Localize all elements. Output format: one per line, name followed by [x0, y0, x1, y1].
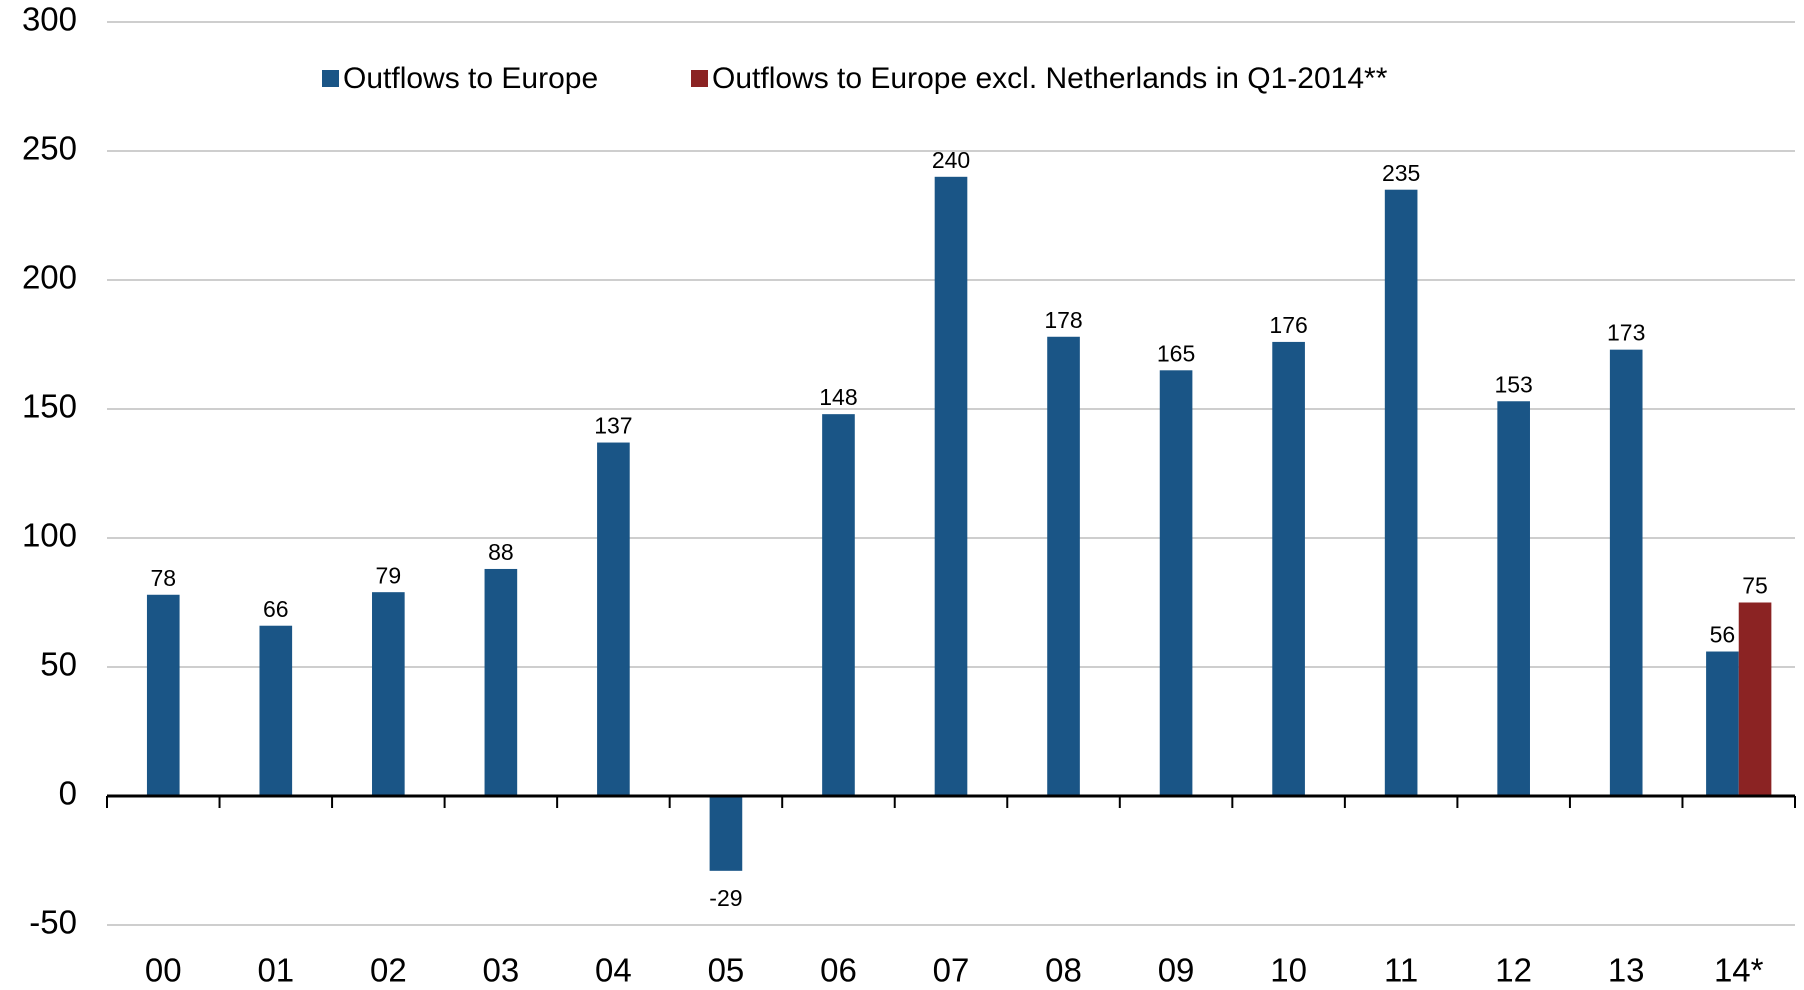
y-tick-label: 50 [40, 646, 77, 683]
x-tick-label: 05 [708, 952, 745, 989]
bar [259, 625, 293, 796]
bar [597, 442, 630, 796]
value-label: 240 [932, 147, 970, 173]
value-label: 165 [1157, 340, 1195, 366]
bar [1159, 370, 1193, 796]
bar [822, 414, 855, 796]
value-label: 173 [1607, 320, 1645, 346]
x-tick-label: 12 [1495, 952, 1532, 989]
value-label: 178 [1044, 307, 1082, 333]
x-tick-label: 06 [820, 952, 857, 989]
legend-swatch [691, 70, 708, 87]
bar [372, 592, 405, 796]
bar [934, 176, 968, 797]
y-tick-label: 100 [22, 517, 77, 554]
x-tick-label: 04 [595, 952, 632, 989]
value-label: 148 [819, 384, 857, 410]
value-label: 137 [594, 413, 632, 439]
bar [1047, 336, 1080, 796]
value-label: 66 [263, 596, 289, 622]
bar [146, 594, 180, 796]
bar [484, 568, 518, 796]
value-label: 78 [150, 565, 176, 591]
value-label: 153 [1494, 371, 1532, 397]
y-tick-label: 200 [22, 259, 77, 296]
legend-label: Outflows to Europe excl. Netherlands in … [712, 62, 1388, 95]
legend-label: Outflows to Europe [343, 62, 598, 95]
x-tick-label: 10 [1270, 952, 1307, 989]
bar [1384, 189, 1418, 796]
y-tick-label: 300 [22, 1, 77, 38]
bar [1497, 401, 1530, 796]
bar [709, 796, 743, 871]
x-tick-label: 07 [933, 952, 970, 989]
x-tick-label: 09 [1158, 952, 1195, 989]
value-label: 176 [1269, 312, 1307, 338]
value-label: -29 [709, 885, 742, 911]
x-tick-label: 00 [145, 952, 182, 989]
x-tick-label: 13 [1608, 952, 1645, 989]
value-label: 75 [1742, 573, 1768, 599]
bar [1272, 341, 1305, 796]
x-tick-label: 08 [1045, 952, 1082, 989]
bar [1738, 602, 1772, 796]
value-label: 56 [1710, 622, 1736, 648]
value-label: 235 [1382, 160, 1420, 186]
x-tick-label: 01 [257, 952, 294, 989]
x-tick-label: 11 [1384, 952, 1418, 989]
value-label: 79 [376, 562, 402, 588]
y-tick-label: 250 [22, 130, 77, 167]
y-tick-label: 0 [59, 775, 77, 812]
x-tick-label: 03 [483, 952, 520, 989]
bar [1706, 651, 1739, 796]
value-label: 88 [488, 539, 514, 565]
bar [1609, 349, 1643, 796]
y-tick-label: -50 [29, 904, 77, 941]
y-tick-label: 150 [22, 388, 77, 425]
legend-swatch [322, 70, 339, 87]
x-tick-label: 14* [1714, 952, 1764, 989]
x-tick-label: 02 [370, 952, 407, 989]
